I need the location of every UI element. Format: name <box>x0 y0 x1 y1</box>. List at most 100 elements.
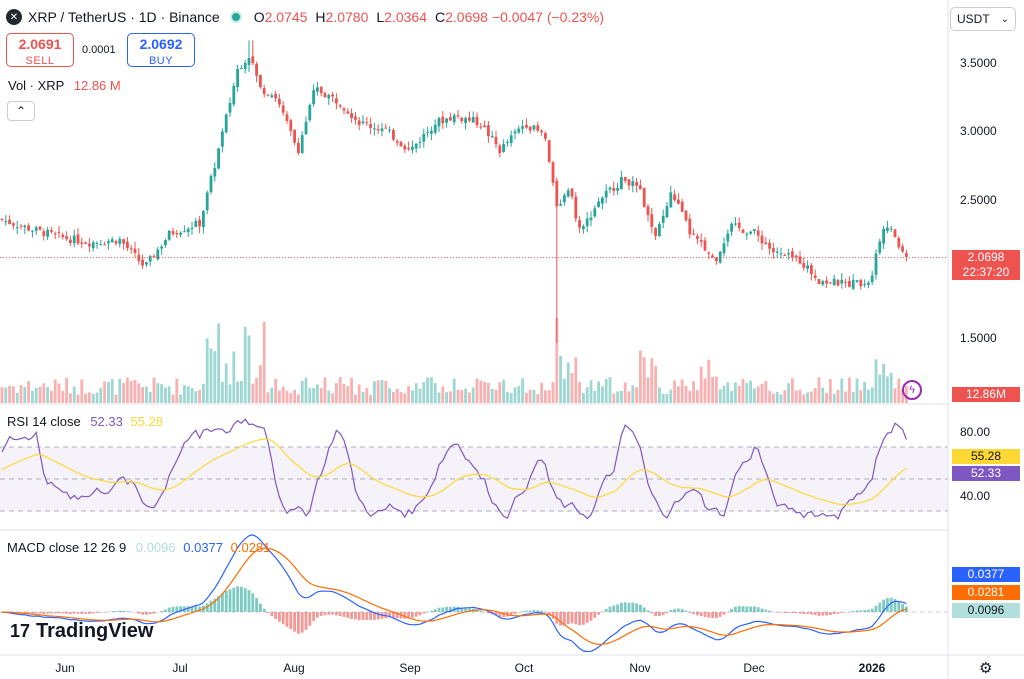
macd-histogram-bar <box>281 612 285 625</box>
macd-histogram-bar <box>388 612 391 618</box>
macd-histogram-bar <box>335 612 338 616</box>
macd-histogram-bar <box>80 612 84 614</box>
candle-body <box>205 192 209 211</box>
market-status-icon <box>229 11 242 23</box>
volume-bar <box>38 386 42 403</box>
macd-histogram-bar <box>224 590 228 612</box>
currency-select[interactable]: USDT ⌄ <box>950 7 1016 31</box>
volume-bar <box>300 380 304 403</box>
candle-body <box>798 256 802 264</box>
collapse-button[interactable]: ⌃ <box>7 101 35 121</box>
candle-body <box>19 225 23 227</box>
candle-body <box>361 121 365 124</box>
macd-histogram-bar <box>327 612 331 615</box>
candle-body <box>616 188 619 191</box>
macd-histogram-bar <box>190 606 194 612</box>
volume-bar <box>893 388 897 403</box>
volume-bar <box>137 383 141 403</box>
macd-histogram-bar <box>901 604 904 612</box>
macd-histogram-bar <box>23 612 27 614</box>
volume-bar <box>31 390 34 403</box>
macd-histogram-bar <box>483 611 486 613</box>
volume-bar <box>107 382 110 403</box>
candle-body <box>810 265 813 275</box>
volume-bar <box>403 393 407 403</box>
volume-bar <box>266 392 270 403</box>
candle-body <box>536 125 540 131</box>
volume-bar <box>901 389 904 403</box>
macd-histogram-bar <box>361 612 365 621</box>
candle-body <box>270 95 274 98</box>
candle-body <box>635 182 638 186</box>
volume-bar <box>65 377 68 403</box>
macd-histogram-bar <box>597 612 600 615</box>
price-tick-3: 2.5000 <box>960 193 997 207</box>
candle-body <box>650 214 654 227</box>
sell-button[interactable]: 2.0691 SELL <box>6 33 74 67</box>
candle-body <box>768 242 771 249</box>
candle-body <box>42 231 46 236</box>
volume-bar <box>483 381 486 403</box>
macd-histogram-bar <box>509 612 513 616</box>
macd-histogram-bar <box>768 610 771 612</box>
xrp-logo-icon: ✕ <box>6 9 22 25</box>
candle-body <box>707 252 711 254</box>
macd-title: MACD close 12 26 9 <box>7 540 127 555</box>
candle-body <box>787 253 790 255</box>
macd-histogram-bar <box>635 603 638 612</box>
rsi-tick-80: 80.00 <box>960 425 991 439</box>
candle-body <box>680 201 684 212</box>
candle-body <box>160 246 163 249</box>
macd-histogram-bar <box>160 611 163 612</box>
buy-price: 2.0692 <box>139 36 183 52</box>
candle-body <box>859 279 863 287</box>
macd-histogram-bar <box>289 612 293 630</box>
candle-body <box>475 116 479 126</box>
macd-histogram-bar <box>620 602 623 612</box>
volume-bar <box>183 385 186 403</box>
volume-bar <box>312 388 315 403</box>
macd-histogram-bar <box>414 612 418 617</box>
macd-histogram-bar <box>608 606 612 612</box>
volume-bar <box>593 390 597 403</box>
macd-hist-tag: 0.0096 <box>952 603 1020 618</box>
volume-bar <box>760 383 764 403</box>
volume-bar <box>247 335 251 403</box>
macd-histogram-bar <box>236 586 239 612</box>
low-label: L <box>376 9 385 25</box>
volume-bar <box>718 389 722 403</box>
candle-body <box>12 223 15 226</box>
volume-bar <box>53 379 57 403</box>
macd-histogram-bar <box>270 612 274 617</box>
macd-histogram-bar <box>487 612 490 614</box>
volume-bar <box>775 391 779 403</box>
macd-histogram-bar <box>772 611 775 613</box>
candle-body <box>696 236 699 239</box>
tradingview-logo[interactable]: 17 TradingView <box>10 620 153 643</box>
settings-gear-icon[interactable]: ⚙ <box>979 660 993 677</box>
volume-bar <box>517 386 521 403</box>
symbol-title[interactable]: XRP / TetherUS · 1D · Binance <box>28 9 220 25</box>
volume-bar <box>669 389 673 403</box>
volume-bar <box>642 357 646 403</box>
lightning-icon[interactable]: ϟ <box>902 380 922 400</box>
candle-body <box>175 232 179 235</box>
candle-body <box>80 242 84 244</box>
candle-body <box>449 117 452 121</box>
candle-body <box>840 279 844 284</box>
volume-bar <box>327 390 331 403</box>
volume-bar <box>597 381 600 403</box>
buy-button[interactable]: 2.0692 BUY <box>127 33 195 67</box>
macd-histogram-bar <box>692 612 695 615</box>
candle-body <box>27 225 30 231</box>
volume-bar <box>734 382 737 403</box>
volume-bar <box>464 388 467 403</box>
volume-bar <box>612 393 616 403</box>
volume-bar <box>631 385 635 403</box>
volume-bar <box>513 387 517 403</box>
high-value: 2.0780 <box>325 9 369 25</box>
macd-histogram-bar <box>209 600 213 612</box>
candle-body <box>407 148 410 150</box>
candle-body <box>414 143 418 149</box>
